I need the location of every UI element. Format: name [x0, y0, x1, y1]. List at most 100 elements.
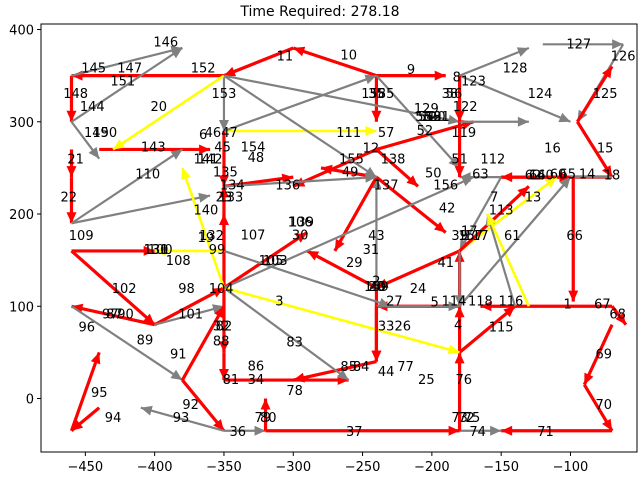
edge-arrow	[112, 74, 225, 151]
edge-line	[70, 305, 183, 381]
edge-arrow	[576, 120, 614, 178]
edge-arrowhead	[218, 120, 229, 131]
node-label: 35	[368, 87, 385, 102]
edge-arrow	[99, 144, 211, 155]
edge-line	[223, 249, 391, 308]
edge-arrowhead	[154, 245, 166, 256]
chart-title: Time Required: 278.18	[239, 4, 399, 20]
edge-arrow	[218, 352, 229, 381]
edge-arrowhead	[448, 301, 460, 312]
node-label: 55	[378, 87, 395, 102]
edge-arrowhead	[516, 47, 529, 57]
edge-arrow	[223, 74, 378, 179]
node-label: 138	[381, 153, 406, 168]
edge-line	[223, 286, 460, 354]
edge-line	[223, 74, 377, 133]
node-label: 6	[199, 128, 207, 143]
node-label: 68	[609, 308, 626, 323]
node-label: 43	[368, 229, 385, 244]
edge-arrow	[66, 177, 77, 224]
edge-line	[375, 74, 461, 169]
edge-arrowhead	[371, 350, 382, 362]
node-label: 74	[469, 425, 486, 440]
edge-arrowhead	[454, 352, 465, 364]
edge-arrowhead	[517, 186, 529, 198]
node-label: 108	[166, 254, 191, 269]
edge-arrow	[181, 167, 226, 289]
edge-arrow	[69, 351, 101, 432]
edge-arrow	[333, 176, 378, 252]
node-label: 27	[386, 295, 403, 310]
edge-arrowhead	[454, 110, 465, 122]
edge-arrow	[260, 398, 271, 431]
edge-arrowhead	[66, 110, 77, 122]
edge-line	[70, 148, 183, 225]
node-label: 134	[220, 179, 245, 194]
node-label: 42	[439, 202, 456, 217]
node-label: 60	[550, 167, 567, 182]
node-label: 123	[461, 74, 486, 89]
edge-arrowhead	[584, 372, 594, 385]
edge-arrow	[154, 304, 225, 326]
edge-arrow	[218, 75, 229, 131]
edge-arrowhead	[170, 47, 183, 59]
node-label: 17	[461, 225, 478, 240]
edge-arrowhead	[181, 167, 191, 180]
node-label: 157	[458, 229, 483, 244]
x-tick-label: −200	[414, 460, 450, 475]
node-label: 47	[221, 126, 238, 141]
edge-arrowhead	[364, 74, 377, 85]
edge-arrowhead	[307, 250, 320, 261]
edge-arrow	[223, 74, 460, 125]
node-label: 111	[336, 126, 361, 141]
node-label: 9	[407, 63, 415, 78]
edge-line	[306, 249, 378, 290]
edge-arrowhead	[448, 425, 460, 436]
edge-arrowhead	[447, 344, 460, 355]
node-label: 1	[564, 297, 572, 312]
node-label: 130	[144, 243, 169, 258]
node-label: 94	[105, 411, 122, 426]
edge-arrow	[66, 149, 77, 178]
node-label: 129	[414, 102, 439, 117]
edge-line	[223, 286, 350, 381]
node-label: 39	[451, 229, 468, 244]
edge-arrow	[458, 185, 530, 253]
node-label: 81	[223, 373, 240, 388]
edge-arrowhead	[293, 46, 306, 57]
node-label: 71	[537, 425, 554, 440]
edge-arrowhead	[454, 306, 465, 318]
node-label: 46	[205, 126, 222, 141]
edge-arrow	[459, 116, 529, 127]
edge-arrowhead	[558, 112, 571, 123]
node-label: 20	[151, 100, 168, 115]
edge-arrowhead	[568, 290, 579, 302]
edge-arrowhead	[334, 238, 345, 251]
edge-arrow	[223, 126, 377, 136]
edge-line	[458, 305, 517, 354]
edge-line	[375, 249, 461, 290]
node-label: 61	[504, 229, 521, 244]
node-label: 31	[363, 243, 380, 258]
edge-arrow	[265, 425, 460, 436]
edge-arrow	[375, 148, 420, 188]
node-label: 37	[346, 425, 363, 440]
edge-line	[154, 305, 225, 326]
edge-arrowhead	[454, 166, 465, 178]
edge-arrowhead	[336, 369, 349, 381]
edge-arrow	[70, 305, 183, 381]
node-label: 114	[442, 295, 467, 310]
edge-line	[459, 74, 571, 123]
node-label: 50	[425, 167, 442, 182]
edge-arrow	[181, 379, 226, 432]
edge-line	[292, 147, 378, 188]
y-tick-label: 0	[26, 393, 34, 408]
node-label: 100	[148, 243, 173, 258]
edge-arrow	[582, 383, 614, 432]
edge-arrowhead	[71, 419, 84, 431]
node-label: 137	[374, 179, 399, 194]
node-label: 69	[595, 347, 612, 362]
node-label: 99	[209, 243, 226, 258]
node-label: 49	[342, 166, 359, 181]
node-label: 22	[60, 190, 77, 205]
